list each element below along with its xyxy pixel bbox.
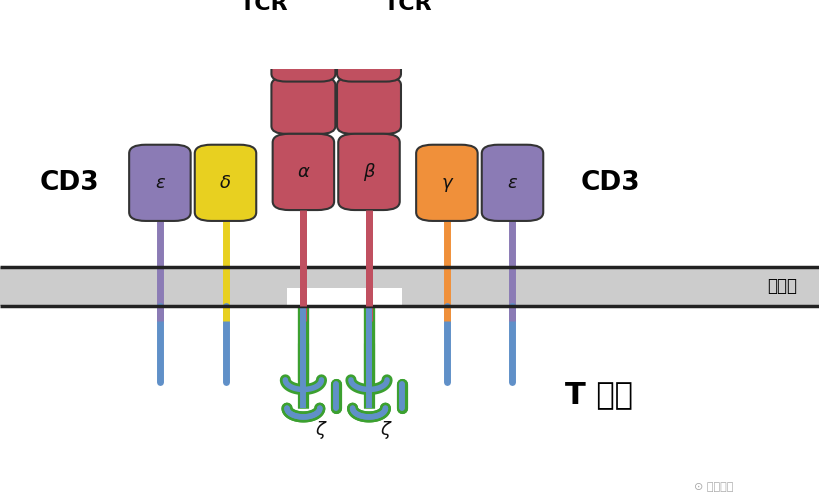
FancyBboxPatch shape — [129, 145, 190, 221]
FancyBboxPatch shape — [271, 77, 335, 134]
Text: δ: δ — [219, 174, 231, 192]
Text: ε: ε — [507, 174, 517, 192]
Polygon shape — [286, 25, 301, 36]
Text: α: α — [297, 163, 309, 181]
Text: CD3: CD3 — [40, 170, 99, 196]
FancyBboxPatch shape — [337, 77, 400, 134]
FancyBboxPatch shape — [195, 145, 256, 221]
Text: ε: ε — [155, 174, 165, 192]
FancyBboxPatch shape — [271, 34, 335, 82]
FancyBboxPatch shape — [337, 34, 400, 82]
Text: β: β — [363, 163, 374, 181]
Bar — [271, 32, 335, 35]
Circle shape — [352, 25, 385, 42]
Text: ⊙ 一节生姜: ⊙ 一节生姜 — [693, 482, 732, 491]
Circle shape — [287, 25, 319, 42]
Text: γ: γ — [441, 174, 451, 192]
Bar — [337, 32, 400, 35]
Circle shape — [306, 25, 339, 42]
Text: 细胞膜: 细胞膜 — [766, 277, 796, 295]
Polygon shape — [371, 25, 386, 36]
Text: T 细胞: T 细胞 — [564, 381, 631, 410]
FancyBboxPatch shape — [338, 134, 400, 210]
Polygon shape — [351, 25, 366, 36]
FancyBboxPatch shape — [416, 145, 477, 221]
Text: CD3: CD3 — [581, 170, 640, 196]
FancyBboxPatch shape — [272, 134, 334, 210]
Bar — [287, 288, 401, 415]
Text: ζ: ζ — [314, 421, 324, 439]
Text: TCR: TCR — [383, 0, 432, 14]
Circle shape — [333, 25, 365, 42]
Circle shape — [267, 25, 300, 42]
Text: ζ: ζ — [380, 421, 390, 439]
Polygon shape — [305, 25, 320, 36]
Circle shape — [372, 25, 405, 42]
Bar — [0, 267, 819, 306]
Text: TCR: TCR — [239, 0, 288, 14]
FancyBboxPatch shape — [482, 145, 542, 221]
